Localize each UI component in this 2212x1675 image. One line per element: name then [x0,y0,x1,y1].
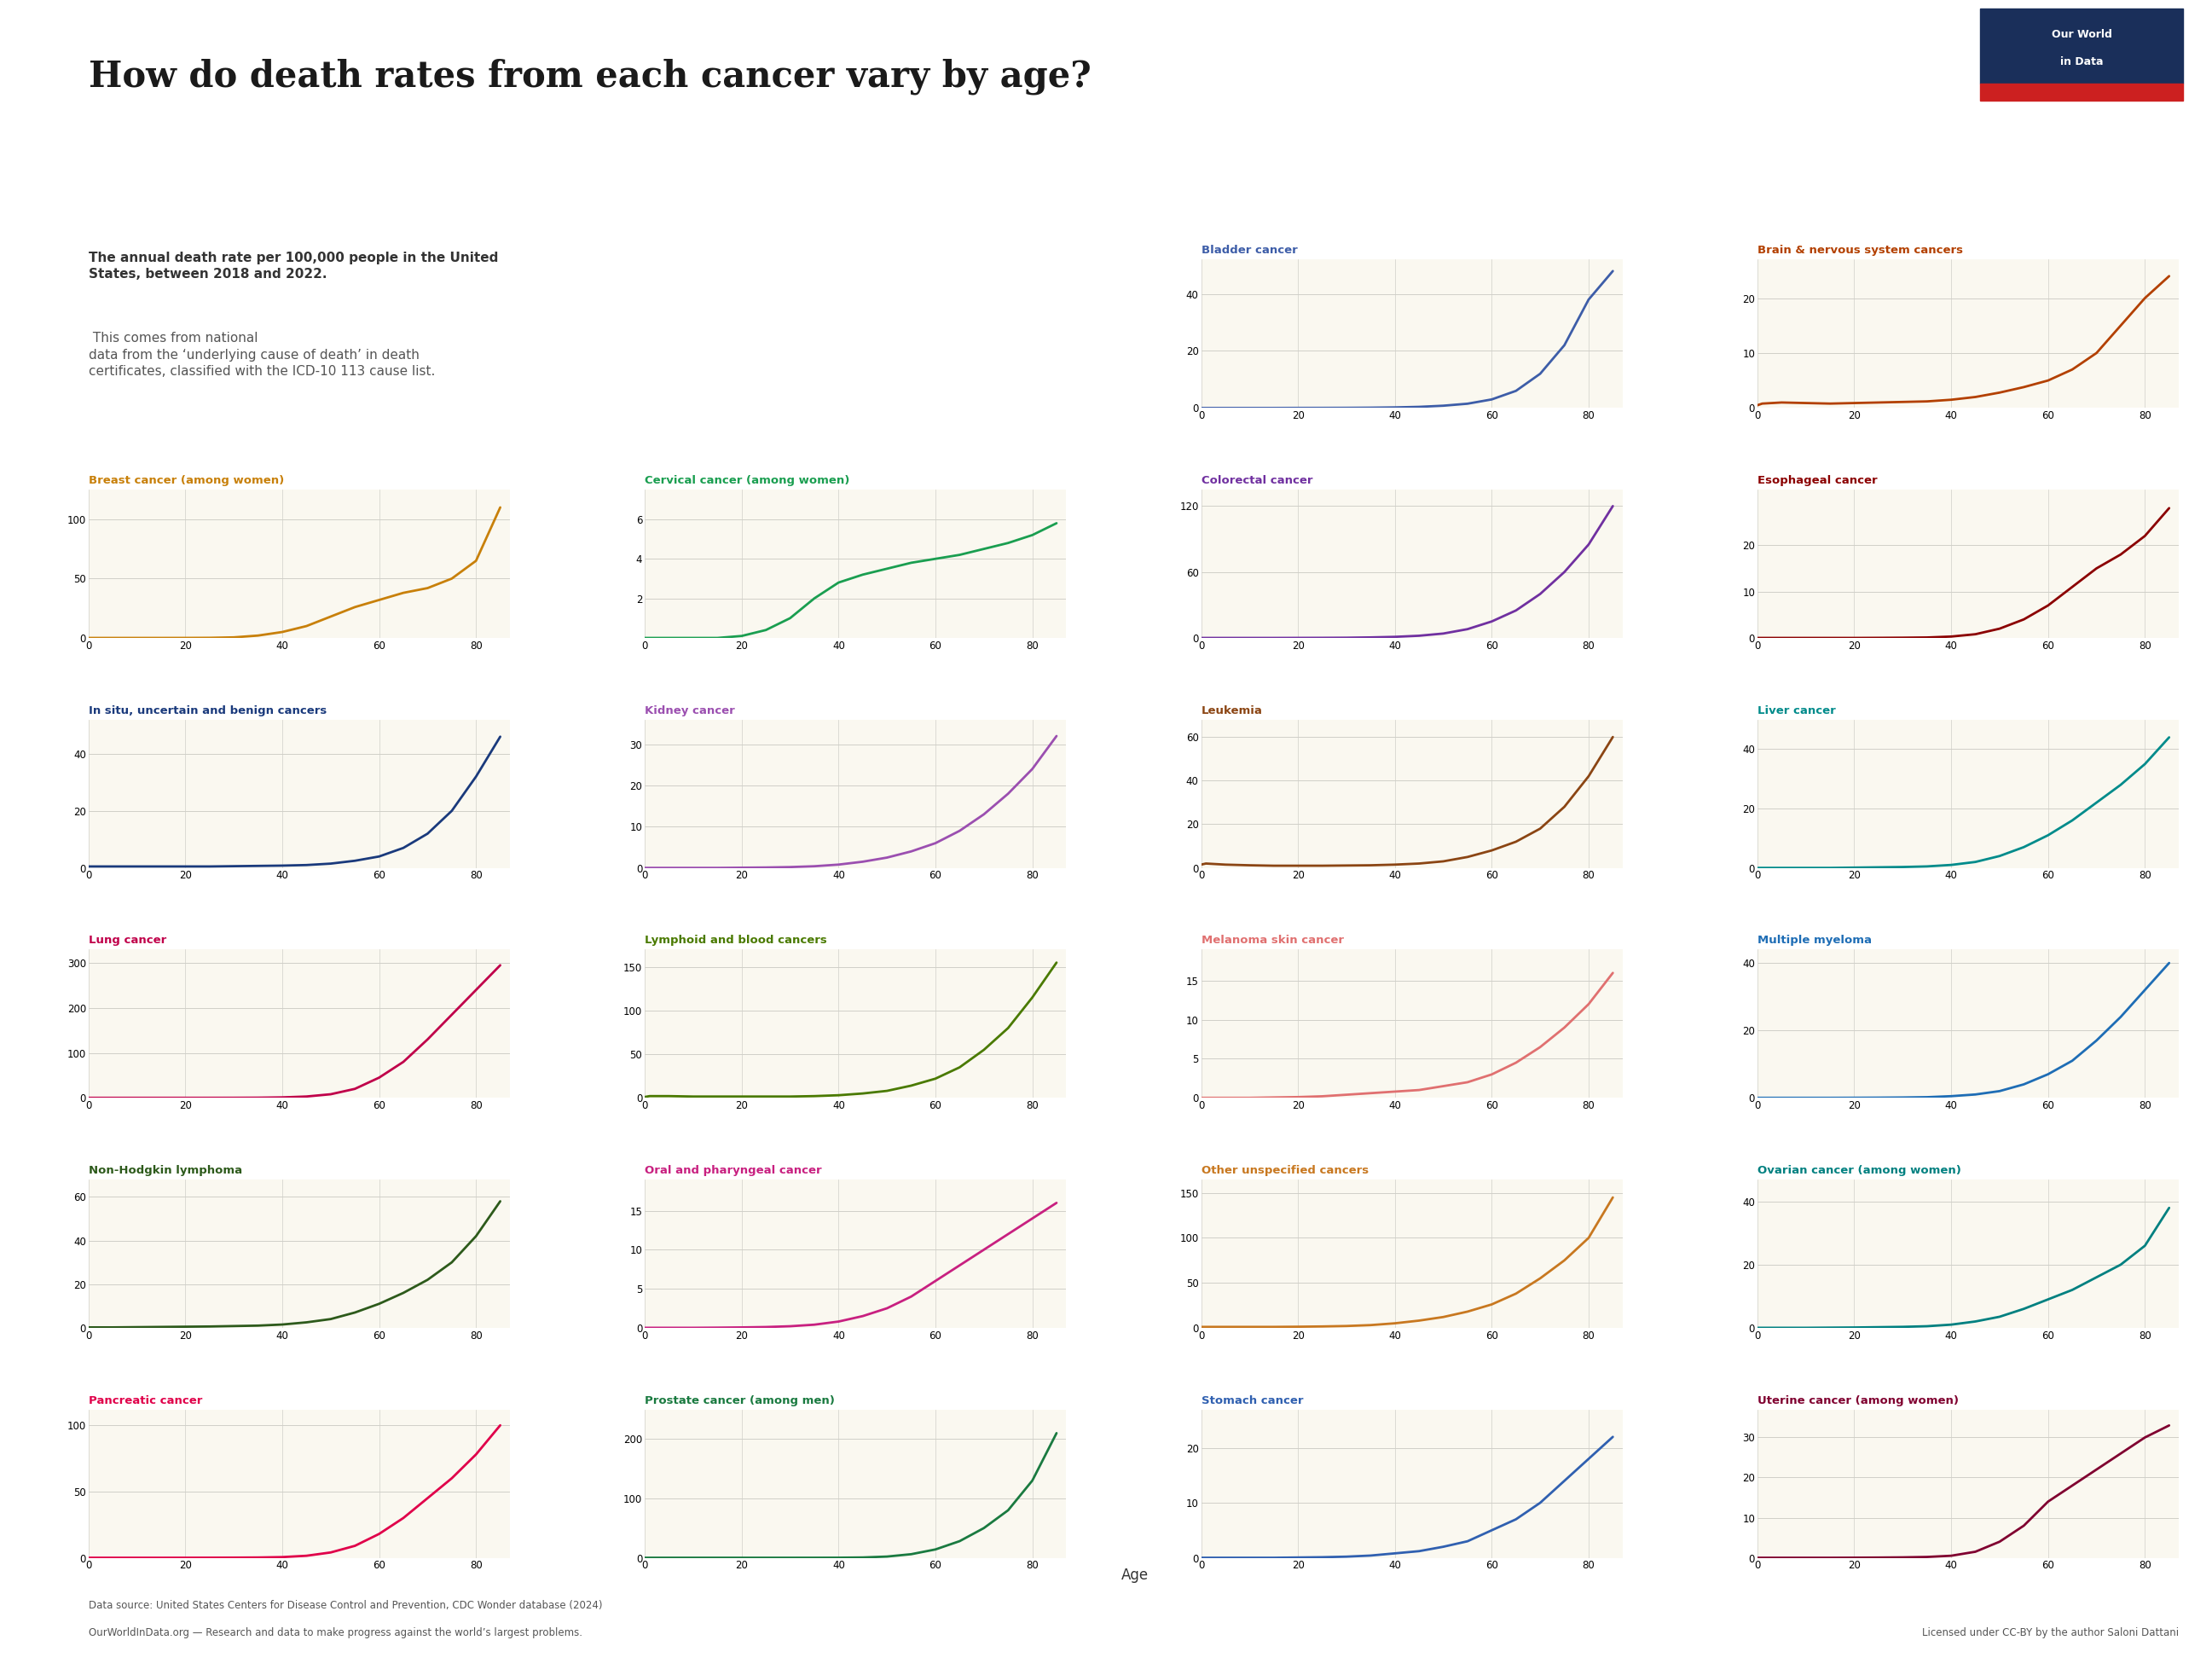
Text: Kidney cancer: Kidney cancer [644,705,734,717]
Text: Esophageal cancer: Esophageal cancer [1756,476,1878,486]
Text: Liver cancer: Liver cancer [1756,705,1836,717]
Text: In situ, uncertain and benign cancers: In situ, uncertain and benign cancers [88,705,327,717]
Text: Bladder cancer: Bladder cancer [1201,245,1296,256]
Bar [1980,8,2183,84]
Text: Prostate cancer (among men): Prostate cancer (among men) [644,1395,834,1405]
Text: Non-Hodgkin lymphoma: Non-Hodgkin lymphoma [88,1166,241,1176]
Text: Data source: United States Centers for Disease Control and Prevention, CDC Wonde: Data source: United States Centers for D… [88,1600,602,1611]
Text: Our World: Our World [2051,28,2112,40]
Text: Age: Age [1121,1568,1148,1583]
Text: Brain & nervous system cancers: Brain & nervous system cancers [1756,245,1962,256]
Text: in Data: in Data [2059,57,2104,67]
Text: Lymphoid and blood cancers: Lymphoid and blood cancers [644,935,827,946]
Text: Licensed under CC-BY by the author Saloni Dattani: Licensed under CC-BY by the author Salon… [1922,1626,2179,1638]
Text: The annual death rate per 100,000 people in the United
States, between 2018 and : The annual death rate per 100,000 people… [88,251,498,281]
Text: Multiple myeloma: Multiple myeloma [1756,935,1871,946]
Text: Colorectal cancer: Colorectal cancer [1201,476,1312,486]
Text: Cervical cancer (among women): Cervical cancer (among women) [644,476,849,486]
Text: OurWorldInData.org — Research and data to make progress against the world’s larg: OurWorldInData.org — Research and data t… [88,1626,582,1638]
Text: Breast cancer (among women): Breast cancer (among women) [88,476,283,486]
Text: Stomach cancer: Stomach cancer [1201,1395,1303,1405]
Text: Uterine cancer (among women): Uterine cancer (among women) [1756,1395,1958,1405]
Text: Leukemia: Leukemia [1201,705,1263,717]
Text: Oral and pharyngeal cancer: Oral and pharyngeal cancer [644,1166,823,1176]
Text: This comes from national
data from the ‘underlying cause of death’ in death
cert: This comes from national data from the ‘… [88,332,436,379]
Text: Lung cancer: Lung cancer [88,935,166,946]
Text: Other unspecified cancers: Other unspecified cancers [1201,1166,1369,1176]
Text: Melanoma skin cancer: Melanoma skin cancer [1201,935,1343,946]
Text: Ovarian cancer (among women): Ovarian cancer (among women) [1756,1166,1962,1176]
Text: Pancreatic cancer: Pancreatic cancer [88,1395,201,1405]
Text: How do death rates from each cancer vary by age?: How do death rates from each cancer vary… [88,59,1091,95]
Bar [1980,84,2183,100]
